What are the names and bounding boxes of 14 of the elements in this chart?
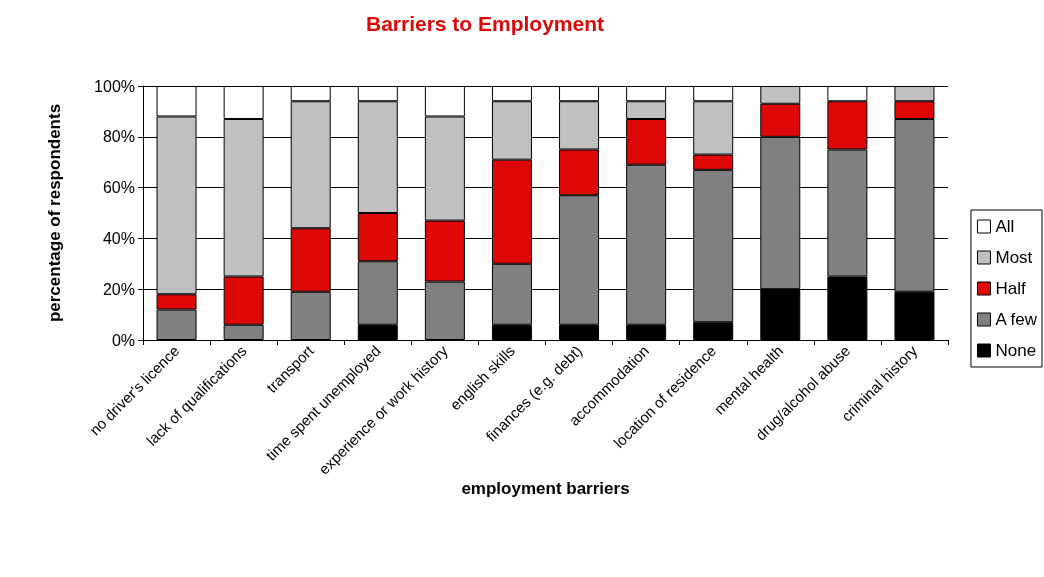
y-tick-label: 40% bbox=[102, 229, 135, 247]
y-tick-label: 20% bbox=[102, 280, 135, 298]
legend-label: Half bbox=[995, 279, 1026, 298]
y-tick-label: 60% bbox=[102, 179, 135, 197]
y-axis-title: percentage of respondents bbox=[45, 103, 64, 323]
legend-label: None bbox=[995, 341, 1037, 360]
legend-label: All bbox=[995, 217, 1015, 236]
y-tick-label: 80% bbox=[102, 128, 135, 146]
chart-title: Barriers to Employment bbox=[365, 12, 605, 35]
legend-label: Most bbox=[995, 248, 1033, 267]
legend-label: A few bbox=[995, 310, 1038, 329]
y-tick-label: 0% bbox=[111, 331, 135, 349]
x-axis-title: employment barriers bbox=[461, 479, 630, 499]
y-tick-label: 100% bbox=[94, 77, 135, 95]
